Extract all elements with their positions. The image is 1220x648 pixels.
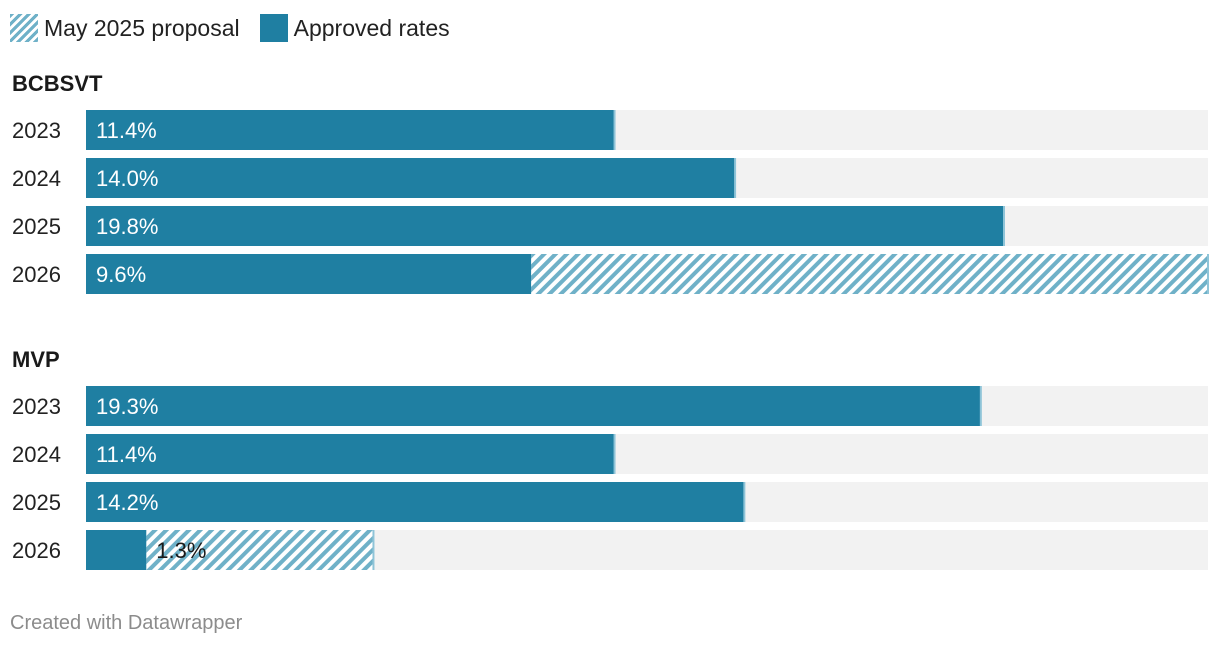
- bar-proposal: [531, 254, 1208, 294]
- group-title-mvp: MVP: [12, 347, 60, 372]
- bar-approved: [86, 482, 745, 522]
- bar-approved: [86, 158, 736, 198]
- legend-label-approved: Approved rates: [293, 14, 450, 41]
- legend-swatch-approved: [259, 14, 288, 42]
- bar-proposal: [146, 530, 374, 570]
- bar-end-marker: [1207, 254, 1209, 294]
- value-label: 1.3%: [156, 538, 206, 563]
- legend-swatch-proposal: [10, 14, 38, 42]
- bar-approved: [86, 110, 615, 150]
- legend-item-proposal: May 2025 proposal: [10, 14, 240, 42]
- bar-approved: [86, 206, 1004, 246]
- value-label: 14.0%: [96, 166, 158, 191]
- year-label: 2025: [12, 214, 61, 239]
- value-label: 11.4%: [96, 442, 157, 467]
- bar-end-marker: [613, 110, 616, 150]
- bar-chart: BCBSVT 2023 11.4% 2024 14.0% 2025 19.8% 2026 9.6…: [12, 71, 1209, 570]
- year-label: 2025: [12, 490, 61, 515]
- value-label: 14.2%: [96, 490, 158, 515]
- bar-approved: [86, 434, 615, 474]
- year-label: 2023: [12, 118, 61, 143]
- footer-credit: Created with Datawrapper: [10, 612, 243, 634]
- bar-end-marker: [613, 434, 616, 474]
- year-label: 2024: [12, 166, 61, 191]
- year-label: 2026: [12, 538, 61, 563]
- bar-end-marker: [372, 530, 375, 570]
- legend-label-proposal: May 2025 proposal: [44, 14, 240, 41]
- value-label: 9.6%: [96, 262, 146, 287]
- bar-end-marker: [1003, 206, 1005, 246]
- value-label: 11.4%: [96, 118, 157, 143]
- bar-approved: [86, 386, 981, 426]
- bar-approved: [86, 254, 532, 294]
- legend: May 2025 proposal Approved rates: [10, 13, 470, 43]
- bar-end-marker: [743, 482, 746, 522]
- bar-end-marker: [734, 158, 737, 198]
- year-label: 2024: [12, 442, 61, 467]
- year-label: 2023: [12, 394, 61, 419]
- year-label: 2026: [12, 262, 61, 287]
- group-title-bcbsvt: BCBSVT: [12, 71, 103, 96]
- value-label: 19.8%: [96, 214, 158, 239]
- value-label: 19.3%: [96, 394, 158, 419]
- legend-item-approved: Approved rates: [259, 14, 450, 42]
- bar-approved: [86, 530, 147, 570]
- bar-end-marker: [979, 386, 982, 426]
